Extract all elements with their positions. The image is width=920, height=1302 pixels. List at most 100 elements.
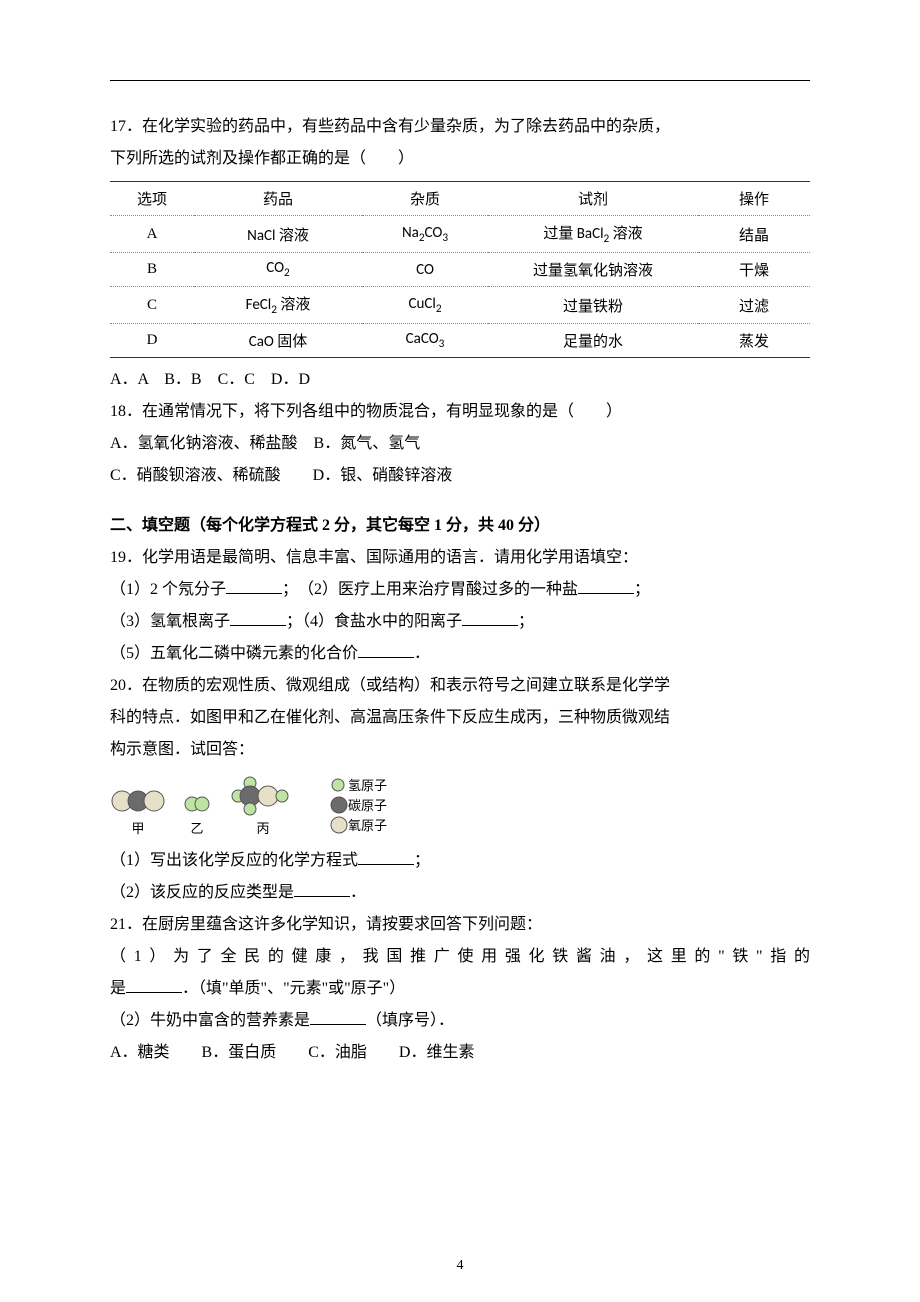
q21-line1b: 是 ．（填"单质"、"元素"或"原子"） — [110, 973, 810, 1005]
molecule-yi: 乙 — [180, 786, 214, 837]
q21-l2a: （2）牛奶中富含的营养素是 — [110, 1012, 310, 1029]
blank — [358, 848, 414, 865]
q19-1-label: （1）2 个氖分子 — [110, 581, 226, 598]
cell-reagent: 过量 BaCl2 溶液 — [488, 216, 698, 253]
q21-l1c: ．（填"单质"、"元素"或"原子"） — [182, 980, 405, 997]
oxygen-atom-icon — [330, 816, 348, 834]
th-op: 操作 — [698, 182, 810, 216]
q18-line-ab: A．氢氧化钠溶液、稀盐酸 B．氮气、氢气 — [110, 428, 810, 460]
q19-1-sep: ； （2）医疗上用来治疗胃酸过多的一种盐 — [282, 581, 578, 598]
blank — [462, 609, 518, 626]
legend-carbon: 碳原子 — [330, 795, 387, 814]
legend-hydrogen: 氢原子 — [330, 775, 387, 794]
q21-line1a: （1）为了全民的健康，我国推广使用强化铁酱油，这里的"铁"指的 — [110, 941, 810, 973]
blank — [294, 880, 350, 897]
q18-line-cd: C．硝酸钡溶液、稀硫酸 D．银、硝酸锌溶液 — [110, 460, 810, 492]
cell-sample: CaO 固体 — [194, 324, 362, 358]
q19-line2: （3）氢氧根离子 ；（4）食盐水中的阳离子 ； — [110, 606, 810, 638]
q20-sub2-label: （2）该反应的反应类型是 — [110, 884, 294, 901]
q17-stem-line1: 17．在化学实验的药品中，有些药品中含有少量杂质，为了除去药品中的杂质， — [110, 111, 810, 143]
cell-op: 蒸发 — [698, 324, 810, 358]
cell-opt: C — [110, 287, 194, 324]
th-sample: 药品 — [194, 182, 362, 216]
q21-line2: （2）牛奶中富含的营养素是 （填序号）． — [110, 1005, 810, 1037]
blank — [230, 609, 286, 626]
q19-stem: 19．化学用语是最简明、信息丰富、国际通用的语言．请用化学用语填空： — [110, 542, 810, 574]
q19-5-label: （5）五氧化二磷中磷元素的化合价 — [110, 645, 358, 662]
table-row: B CO2 CO 过量氢氧化钠溶液 干燥 — [110, 253, 810, 287]
blank — [310, 1008, 366, 1025]
blank — [226, 577, 282, 594]
q19-1-end: ； — [634, 581, 650, 598]
cell-opt: A — [110, 216, 194, 253]
q21-choices: A．糖类 B．蛋白质 C．油脂 D．维生素 — [110, 1037, 810, 1069]
blank — [126, 976, 182, 993]
legend-hydrogen-label: 氢原子 — [348, 775, 387, 794]
blank — [578, 577, 634, 594]
cell-op: 干燥 — [698, 253, 810, 287]
cell-impurity: CuCl2 — [362, 287, 488, 324]
molecule-jia: 甲 — [110, 786, 166, 837]
q17-stem-line2: 下列所选的试剂及操作都正确的是（ ） — [110, 143, 810, 175]
cell-reagent: 足量的水 — [488, 324, 698, 358]
q19-5-end: ． — [414, 645, 430, 662]
top-rule — [110, 80, 810, 81]
legend-oxygen-label: 氧原子 — [348, 815, 387, 834]
q20-sub1: （1）写出该化学反应的化学方程式 ； — [110, 845, 810, 877]
q20-stem-l3: 构示意图．试回答： — [110, 734, 810, 766]
table-row: A NaCl 溶液 Na2CO3 过量 BaCl2 溶液 结晶 — [110, 216, 810, 253]
q17-choices: A．A B．B C．C D．D — [110, 364, 810, 396]
th-impurity: 杂质 — [362, 182, 488, 216]
cell-op: 过滤 — [698, 287, 810, 324]
molecule-bing-icon — [228, 774, 298, 816]
q20-sub2: （2）该反应的反应类型是 ． — [110, 877, 810, 909]
q19-line1: （1）2 个氖分子 ； （2）医疗上用来治疗胃酸过多的一种盐 ； — [110, 574, 810, 606]
q19-3-end: ； — [518, 613, 534, 630]
cell-sample: FeCl2 溶液 — [194, 287, 362, 324]
cell-impurity: Na2CO3 — [362, 216, 488, 253]
legend-carbon-label: 碳原子 — [348, 795, 387, 814]
q17-table: 选项 药品 杂质 试剂 操作 A NaCl 溶液 Na2CO3 过量 BaCl2… — [110, 181, 810, 358]
cell-reagent: 过量铁粉 — [488, 287, 698, 324]
q20-sub1-end: ； — [414, 852, 430, 869]
th-reagent: 试剂 — [488, 182, 698, 216]
q19-3-sep: ；（4）食盐水中的阳离子 — [286, 613, 462, 630]
carbon-atom-icon — [330, 796, 348, 814]
figure-legend: 氢原子 碳原子 氧原子 — [330, 774, 387, 835]
molecule-yi-icon — [180, 786, 214, 816]
q21-stem: 21．在厨房里蕴含这许多化学知识，请按要求回答下列问题： — [110, 909, 810, 941]
cell-impurity: CaCO3 — [362, 324, 488, 358]
q19-3-label: （3）氢氧根离子 — [110, 613, 230, 630]
cell-sample: CO2 — [194, 253, 362, 287]
hydrogen-atom-icon — [330, 777, 348, 793]
table-row: D CaO 固体 CaCO3 足量的水 蒸发 — [110, 324, 810, 358]
table-row: C FeCl2 溶液 CuCl2 过量铁粉 过滤 — [110, 287, 810, 324]
q20-figure: 甲 乙 — [110, 774, 810, 837]
cell-impurity: CO — [362, 253, 488, 287]
q19-line3: （5）五氧化二磷中磷元素的化合价 ． — [110, 638, 810, 670]
q20-sub1-label: （1）写出该化学反应的化学方程式 — [110, 852, 358, 869]
molecule-jia-label: 甲 — [131, 818, 144, 837]
table-header-row: 选项 药品 杂质 试剂 操作 — [110, 182, 810, 216]
cell-reagent: 过量氢氧化钠溶液 — [488, 253, 698, 287]
cell-sample: NaCl 溶液 — [194, 216, 362, 253]
molecule-bing-label: 丙 — [256, 818, 269, 837]
q21-l1b: 是 — [110, 980, 126, 997]
page-number: 4 — [0, 1258, 920, 1274]
q18-stem: 18．在通常情况下，将下列各组中的物质混合，有明显现象的是（ ） — [110, 396, 810, 428]
cell-opt: B — [110, 253, 194, 287]
q20-stem-l2: 科的特点．如图甲和乙在催化剂、高温高压条件下反应生成丙，三种物质微观结 — [110, 702, 810, 734]
legend-oxygen: 氧原子 — [330, 815, 387, 834]
q20-stem-l1: 20．在物质的宏观性质、微观组成（或结构）和表示符号之间建立联系是化学学 — [110, 670, 810, 702]
page: 17．在化学实验的药品中，有些药品中含有少量杂质，为了除去药品中的杂质， 下列所… — [0, 0, 920, 1302]
molecule-yi-label: 乙 — [190, 818, 203, 837]
blank — [358, 641, 414, 658]
molecule-bing: 丙 — [228, 774, 298, 837]
q20-sub2-end: ． — [350, 884, 366, 901]
q21-l2b: （填序号）． — [366, 1012, 454, 1029]
th-option: 选项 — [110, 182, 194, 216]
cell-op: 结晶 — [698, 216, 810, 253]
cell-opt: D — [110, 324, 194, 358]
molecule-jia-icon — [110, 786, 166, 816]
section2-title: 二、填空题（每个化学方程式 2 分，其它每空 1 分，共 40 分） — [110, 510, 810, 542]
